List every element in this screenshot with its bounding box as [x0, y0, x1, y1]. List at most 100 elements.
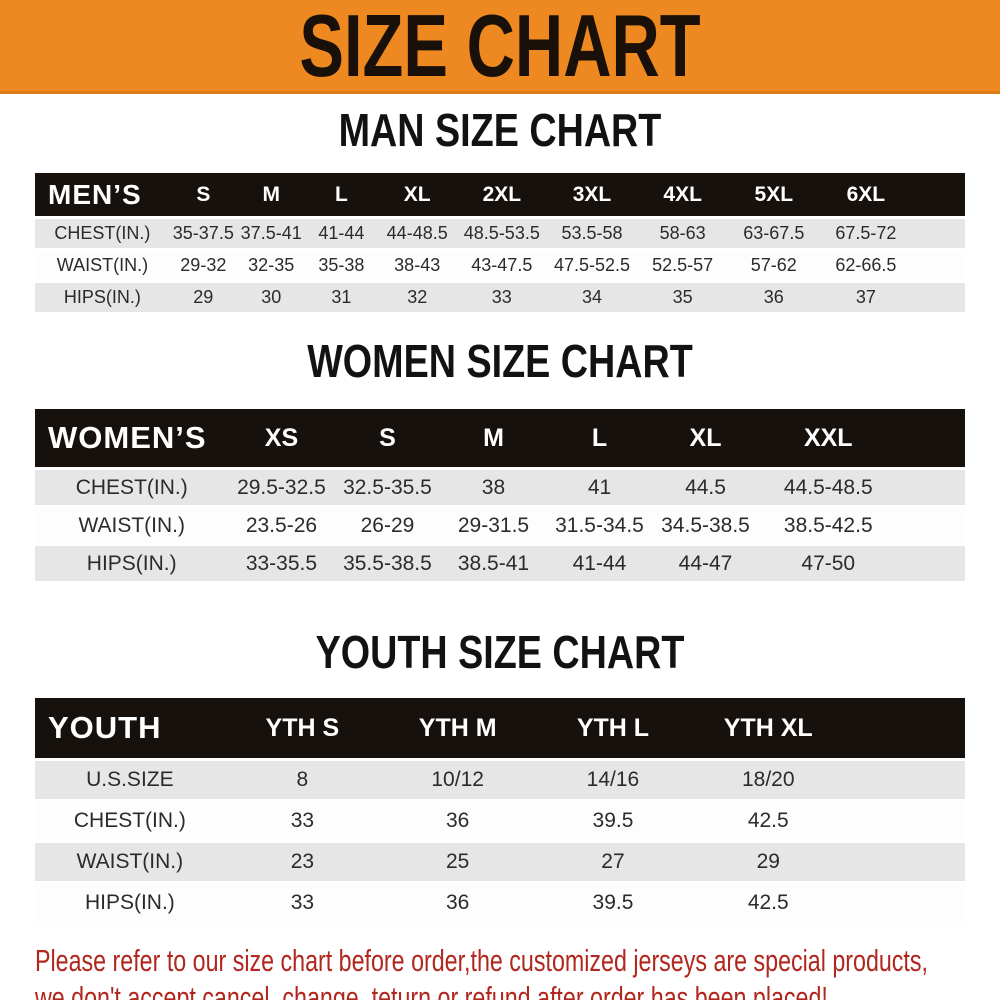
table-row: WAIST(IN.) 29-32 32-35 35-38 38-43 43-47.5 47.…	[35, 249, 965, 283]
table-row: HIPS(IN.) 33 36 39.5 42.5	[35, 882, 965, 925]
size-cell: 62-66.5	[819, 249, 912, 283]
column-header: YTH L	[535, 698, 691, 761]
column-header: YTH XL	[690, 698, 846, 761]
row-label: CHEST(IN.)	[35, 468, 229, 508]
column-header: XL	[652, 409, 759, 470]
row-label: WAIST(IN.)	[35, 506, 229, 546]
column-header: S	[334, 409, 441, 470]
size-cell: 27	[535, 841, 691, 884]
size-cell: 35.5-38.5	[334, 544, 441, 584]
table-row: U.S.SIZE 8 10/12 14/16 18/20	[35, 759, 965, 802]
size-cell: 43-47.5	[457, 249, 547, 283]
size-cell: 29	[690, 841, 846, 884]
row-label: WAIST(IN.)	[35, 249, 170, 283]
table-row: WAIST(IN.) 23 25 27 29	[35, 841, 965, 884]
table-header-row: YOUTH YTH S YTH M YTH L YTH XL	[35, 698, 965, 761]
size-cell: 33-35.5	[228, 544, 335, 584]
size-cell: 58-63	[637, 217, 728, 251]
size-cell: 44-47	[652, 544, 759, 584]
men-size-table: MEN’S S M L XL 2XL 3XL 4XL 5XL 6XL CHEST(IN.) 35-37…	[35, 173, 965, 315]
table-header-row: MEN’S S M L XL 2XL 3XL 4XL 5XL 6XL	[35, 173, 965, 219]
man-size-chart-section: MAN SIZE CHART MEN’S S M L XL 2XL 3XL 4XL 5XL 6XL…	[0, 107, 1000, 315]
size-cell: 36	[727, 281, 820, 315]
size-cell: 18/20	[690, 759, 846, 802]
column-header: XL	[377, 173, 458, 219]
row-label: CHEST(IN.)	[35, 800, 225, 843]
size-cell: 14/16	[535, 759, 691, 802]
row-label: WAIST(IN.)	[35, 841, 225, 884]
size-cell: 44.5	[652, 468, 759, 508]
women-size-table: WOMEN’S XS S M L XL XXL CHEST(IN.) 29.5-32.5 32.5…	[35, 409, 965, 584]
filler-cell	[845, 759, 965, 802]
table-row: WAIST(IN.) 23.5-26 26-29 29-31.5 31.5-34.5 34…	[35, 506, 965, 546]
youth-corner-label: YOUTH	[35, 698, 225, 761]
size-cell: 34	[546, 281, 638, 315]
size-cell: 32.5-35.5	[334, 468, 441, 508]
banner-title: SIZE CHART	[299, 0, 701, 95]
size-cell: 23	[224, 841, 381, 884]
row-label: CHEST(IN.)	[35, 217, 170, 251]
order-notice: Please refer to our size chart before or…	[35, 942, 1000, 1000]
size-cell: 41-44	[546, 544, 653, 584]
order-notice-line-1: Please refer to our size chart before or…	[35, 943, 928, 978]
size-cell: 33	[457, 281, 547, 315]
size-cell: 48.5-53.5	[457, 217, 547, 251]
size-cell: 37	[819, 281, 912, 315]
size-cell: 67.5-72	[819, 217, 912, 251]
filler-cell	[911, 281, 965, 315]
size-cell: 37.5-41	[236, 217, 306, 251]
column-header: 3XL	[546, 173, 638, 219]
size-cell: 31	[305, 281, 378, 315]
size-cell: 39.5	[535, 882, 691, 925]
size-cell: 36	[380, 882, 536, 925]
size-cell: 8	[224, 759, 381, 802]
size-cell: 44.5-48.5	[758, 468, 899, 508]
size-cell: 29-32	[169, 249, 237, 283]
column-header: YTH S	[224, 698, 381, 761]
size-cell: 38	[440, 468, 547, 508]
size-cell: 47-50	[758, 544, 899, 584]
column-header: L	[546, 409, 653, 470]
man-size-table-container: MEN’S S M L XL 2XL 3XL 4XL 5XL 6XL CHEST(IN.) 35-37…	[35, 173, 965, 315]
size-cell: 41	[546, 468, 653, 508]
youth-size-chart-section: YOUTH SIZE CHART YOUTH YTH S YTH M YTH L YTH…	[0, 629, 1000, 925]
column-header: YTH M	[380, 698, 536, 761]
size-cell: 33	[224, 882, 381, 925]
filler-cell	[845, 800, 965, 843]
table-row: CHEST(IN.) 35-37.5 37.5-41 41-44 44-48.5 48.5…	[35, 217, 965, 251]
size-cell: 38.5-42.5	[758, 506, 899, 546]
size-cell: 53.5-58	[546, 217, 638, 251]
size-cell: 30	[236, 281, 306, 315]
table-row: HIPS(IN.) 29 30 31 32 33 34 35 36 37	[35, 281, 965, 315]
men-corner-label: MEN’S	[35, 173, 170, 219]
size-cell: 35-38	[305, 249, 378, 283]
column-header: M	[440, 409, 547, 470]
table-header-row: WOMEN’S XS S M L XL XXL	[35, 409, 965, 470]
size-cell: 47.5-52.5	[546, 249, 638, 283]
size-cell: 42.5	[690, 882, 846, 925]
youth-size-table: YOUTH YTH S YTH M YTH L YTH XL U.S.SIZE 8 10/12…	[35, 698, 965, 925]
row-label: HIPS(IN.)	[35, 882, 225, 925]
size-cell: 29	[169, 281, 237, 315]
section-title-women: WOMEN SIZE CHART	[307, 335, 693, 387]
column-header: S	[169, 173, 237, 219]
order-notice-line-2: we don't accept cancel, change, teturn o…	[35, 980, 828, 1000]
filler-cell	[898, 468, 965, 508]
size-cell: 31.5-34.5	[546, 506, 653, 546]
row-label: HIPS(IN.)	[35, 281, 170, 315]
row-label: HIPS(IN.)	[35, 544, 229, 584]
size-cell: 29-31.5	[440, 506, 547, 546]
size-cell: 35	[637, 281, 728, 315]
size-cell: 42.5	[690, 800, 846, 843]
size-cell: 63-67.5	[727, 217, 820, 251]
column-header: 6XL	[819, 173, 912, 219]
column-header: XXL	[758, 409, 899, 470]
size-cell: 32	[377, 281, 458, 315]
size-cell: 57-62	[727, 249, 820, 283]
column-header: 2XL	[457, 173, 547, 219]
filler-cell	[911, 217, 965, 251]
filler-cell	[898, 506, 965, 546]
filler-header-cell	[898, 409, 965, 470]
column-header: 5XL	[727, 173, 820, 219]
size-cell: 36	[380, 800, 536, 843]
